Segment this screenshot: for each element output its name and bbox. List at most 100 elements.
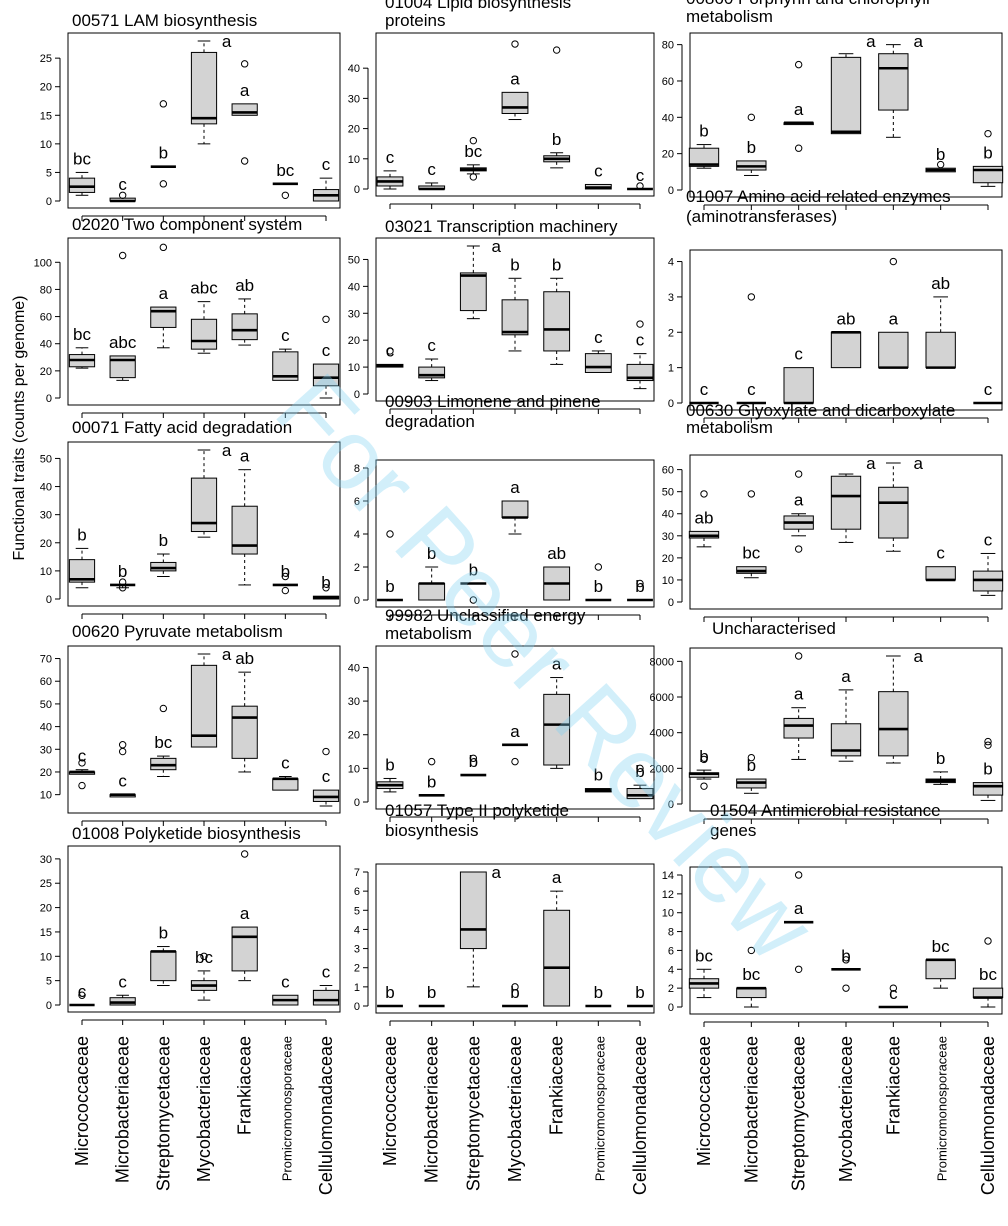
y-tick-label: 4 <box>354 924 360 936</box>
panel-title: 01007 Amino acid related enzymes (aminotr… <box>686 187 951 226</box>
plot-frame <box>375 863 655 1014</box>
significance-letter: c <box>747 380 756 399</box>
box-iqr <box>878 486 909 539</box>
y-tick-label: 20 <box>40 366 52 378</box>
y-tick-label: 5 <box>354 905 360 917</box>
panel-title: 00630 Glyoxylate and dicarboxylate metabo… <box>686 401 955 437</box>
y-tick-label: 6 <box>354 886 360 898</box>
box-iqr <box>543 693 571 766</box>
y-tick-label: 20 <box>40 538 52 550</box>
y-tick-label: 15 <box>40 927 52 939</box>
significance-letter: c <box>386 341 395 360</box>
box-iqr <box>878 331 909 369</box>
y-tick-label: 0 <box>668 1002 674 1014</box>
x-axis <box>81 215 327 221</box>
y-tick-label: 0 <box>46 393 52 405</box>
box-frankiaceae: a <box>543 655 571 769</box>
panel-title: 03021 Transcription machinery <box>385 217 618 236</box>
panel-title: 00071 Fatty acid degradation <box>72 418 292 437</box>
box-frankiaceae: ab <box>231 276 258 346</box>
y-tick-label: 30 <box>40 510 52 522</box>
x-axis <box>703 616 989 622</box>
box-mycobacteriaceae: b <box>502 983 528 1008</box>
y-tick-label: 3 <box>668 292 674 304</box>
box-iqr <box>231 103 258 116</box>
box-microbacteriaceae: bc <box>736 946 767 1008</box>
significance-letter: b <box>469 561 478 580</box>
outlier-point <box>889 257 898 266</box>
significance-letter: bc <box>276 161 294 180</box>
box-streptomycetaceae: bc <box>150 704 177 778</box>
y-tick-label: 10 <box>40 139 52 151</box>
box-mycobacteriaceae: a <box>190 32 232 145</box>
y-tick-label: 30 <box>348 308 360 320</box>
box-microbacteriaceae: b <box>418 983 445 1008</box>
y-tick-label: 1 <box>354 982 360 994</box>
significance-letter: b <box>594 983 603 1002</box>
outlier-point <box>240 850 249 858</box>
y-tick-label: 20 <box>662 149 674 161</box>
box-microbacteriaceae: c <box>418 336 446 382</box>
box-iqr <box>190 51 218 125</box>
box-frankiaceae: a <box>231 60 258 165</box>
y-tick-label: 5 <box>46 167 52 179</box>
outlier-point <box>118 251 127 260</box>
box-iqr <box>688 147 720 167</box>
y-tick-label: 20 <box>40 82 52 94</box>
y-axis: 0 10 20 30 40 <box>348 662 369 809</box>
category-label-promicromonosporaceae: Promicromonosporaceae <box>592 1036 607 1181</box>
box-mycobacteriaceae: ab <box>830 309 862 369</box>
panel-title: 99982 Unclassified energy metabolism <box>385 606 586 643</box>
significance-letter: c <box>427 336 436 355</box>
y-axis: 0 5 10 15 20 25 30 <box>40 854 61 1012</box>
box-iqr <box>68 559 96 583</box>
significance-letter: c <box>322 963 331 982</box>
box-iqr <box>231 926 258 972</box>
significance-letter: b <box>118 562 127 581</box>
y-tick-label: 0 <box>354 184 360 196</box>
outlier-point <box>700 490 708 498</box>
y-tick-label: 4 <box>668 257 674 269</box>
outlier-point <box>281 586 290 595</box>
y-axis: 0 5 10 15 20 25 <box>40 53 61 208</box>
y-tick-label: 50 <box>662 487 674 499</box>
y-tick-label: 15 <box>40 110 52 122</box>
y-tick-label: 6 <box>668 945 674 957</box>
significance-letter: b <box>635 577 644 596</box>
y-tick-label: 50 <box>40 699 52 711</box>
significance-letter: b <box>699 747 708 766</box>
y-tick-label: 40 <box>662 112 674 124</box>
box-iqr <box>543 909 571 1007</box>
panel-title: 00860 Porphyrin and chlorophyllmetabolis… <box>686 0 930 26</box>
outlier-point <box>794 871 803 879</box>
significance-letter: c <box>427 160 436 179</box>
outlier-point <box>511 650 519 658</box>
significance-letter: abc <box>190 279 218 298</box>
outlier-point <box>240 60 249 68</box>
category-label-microbacteriaceae: Microbacteriaceae <box>113 1036 133 1183</box>
significance-letter: a <box>866 32 876 51</box>
significance-letter: b <box>427 983 436 1002</box>
x-axis <box>703 818 989 824</box>
outlier-point <box>511 757 519 766</box>
outlier-point <box>794 144 803 152</box>
box-iqr <box>830 331 862 369</box>
panel-7: 00071 Fatty acid degradation 0 10 20 30 40 50 b… <box>40 418 341 619</box>
y-tick-label: 8 <box>668 927 674 939</box>
y-tick-label: 0 <box>668 398 674 410</box>
significance-letter: b <box>510 255 519 274</box>
y-tick-label: 30 <box>348 93 360 105</box>
outlier-point <box>322 584 330 592</box>
box-microbacteriaceae: b <box>110 562 136 592</box>
significance-letter: c <box>281 326 290 345</box>
panel-13: 01008 Polyketide biosynthesis 0 5 10 15 20 25 3… <box>40 824 341 1025</box>
y-tick-label: 25 <box>40 53 52 65</box>
x-axis <box>81 613 327 619</box>
panel-title: 00620 Pyruvate metabolism <box>72 622 283 641</box>
box-micrococcaceae: c <box>376 148 404 190</box>
panel-title: Uncharacterised <box>712 619 836 638</box>
significance-letter: c <box>281 972 290 991</box>
significance-letter: a <box>794 685 804 704</box>
box-streptomycetaceae: a <box>783 60 814 152</box>
plot-frame <box>375 645 655 810</box>
